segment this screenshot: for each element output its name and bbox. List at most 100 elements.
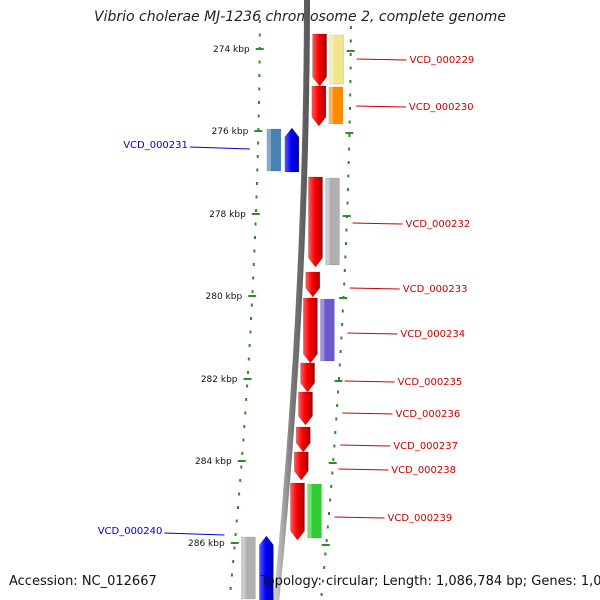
minor-tick [250,317,253,320]
minor-tick [249,330,252,334]
gene-label: VCD_000229 [410,55,475,66]
minor-tick [258,20,261,23]
gene-label: VCD_000240 [98,526,163,537]
minor-tick [344,255,347,259]
gene-vcd-000235[interactable] [300,362,315,393]
minor-tick [258,101,260,104]
minor-tick [252,263,255,266]
minor-tick [349,26,352,29]
gene-label: VCD_000234 [400,329,465,340]
gene-vcd-000239[interactable] [290,482,322,541]
minor-tick [250,303,253,307]
minor-tick [241,452,244,455]
minor-tick [257,128,260,131]
minor-tick [233,546,236,550]
minor-tick [345,228,348,232]
minor-tick [326,525,329,529]
minor-tick [229,587,232,590]
tick-label: 282 kbp [201,375,238,385]
minor-tick [347,161,350,164]
gene-vcd-000236[interactable] [298,391,313,426]
major-tick [255,48,264,50]
major-tick [345,132,354,134]
topology-summary: Topology: circular; Length: 1,086,784 bp… [261,574,600,589]
accession-label: Accession: NC_012667 [9,574,157,589]
minor-tick [258,87,261,91]
tick-label: 274 kbp [213,45,250,55]
gene-vcd-000230[interactable] [311,85,344,127]
gene-vcd-000238[interactable] [293,451,309,481]
gene-vcd-000232[interactable] [308,176,340,268]
major-tick [346,50,355,52]
minor-tick [242,438,245,442]
minor-tick [245,398,248,401]
gene-label: VCD_000235 [398,377,463,388]
gene-vcd-000229[interactable] [312,33,344,87]
minor-tick [333,444,336,448]
major-tick [254,130,263,132]
minor-tick [248,344,251,347]
minor-tick [346,201,349,205]
minor-tick [246,384,249,388]
minor-tick [244,411,247,415]
tick-label: 276 kbp [212,127,249,137]
minor-tick [247,371,249,374]
minor-tick [349,93,352,97]
minor-tick [254,222,257,226]
minor-tick [349,66,352,70]
minor-tick [254,236,256,239]
minor-tick [348,120,351,124]
minor-tick [235,519,238,523]
major-tick [334,380,343,382]
major-tick [342,215,351,217]
minor-tick [323,566,326,569]
minor-tick [347,174,350,178]
major-tick [328,462,337,464]
minor-tick [330,485,333,488]
gene-label: VCD_000232 [406,219,471,230]
label-layer: VCD_000229 VCD_000230 VCD_000231 VCD_000232… [98,55,475,537]
minor-tick [321,579,324,583]
minor-tick [324,552,327,556]
minor-tick [343,269,346,272]
minor-tick [348,134,351,137]
minor-tick [247,357,250,361]
gene-label: VCD_000231 [123,140,188,151]
minor-tick [349,80,352,83]
minor-tick [252,276,255,280]
gene-vcd-000237[interactable] [295,426,311,453]
gene-vcd-000233[interactable] [305,271,321,298]
minor-tick [243,425,246,428]
minor-tick [255,182,258,185]
major-tick [243,378,252,380]
minor-tick [341,323,344,326]
minor-tick [257,114,260,118]
major-tick [251,213,260,215]
tick-label: 284 kbp [195,457,232,467]
minor-tick [329,498,332,502]
gene-layer [241,33,344,600]
minor-tick [251,290,254,293]
minor-tick [258,60,261,64]
minor-tick [256,155,259,158]
minor-tick [239,479,242,482]
gene-vcd-000240[interactable] [241,535,274,600]
minor-tick [257,141,260,145]
gene-vcd-000234[interactable] [303,297,335,364]
map-title: Vibrio cholerae MJ-1236 chromosome 2, co… [94,9,506,25]
backbone-layer [273,0,310,600]
major-tick [339,297,348,299]
minor-tick [343,282,346,286]
major-tick [248,295,257,297]
major-tick [237,460,246,462]
minor-tick [334,431,337,434]
minor-tick [256,168,259,172]
gene-vcd-000231[interactable] [266,127,300,173]
minor-tick [255,209,257,212]
minor-tick [338,363,341,367]
minor-tick [349,39,352,43]
minor-tick [238,492,241,496]
minor-tick [340,336,343,340]
